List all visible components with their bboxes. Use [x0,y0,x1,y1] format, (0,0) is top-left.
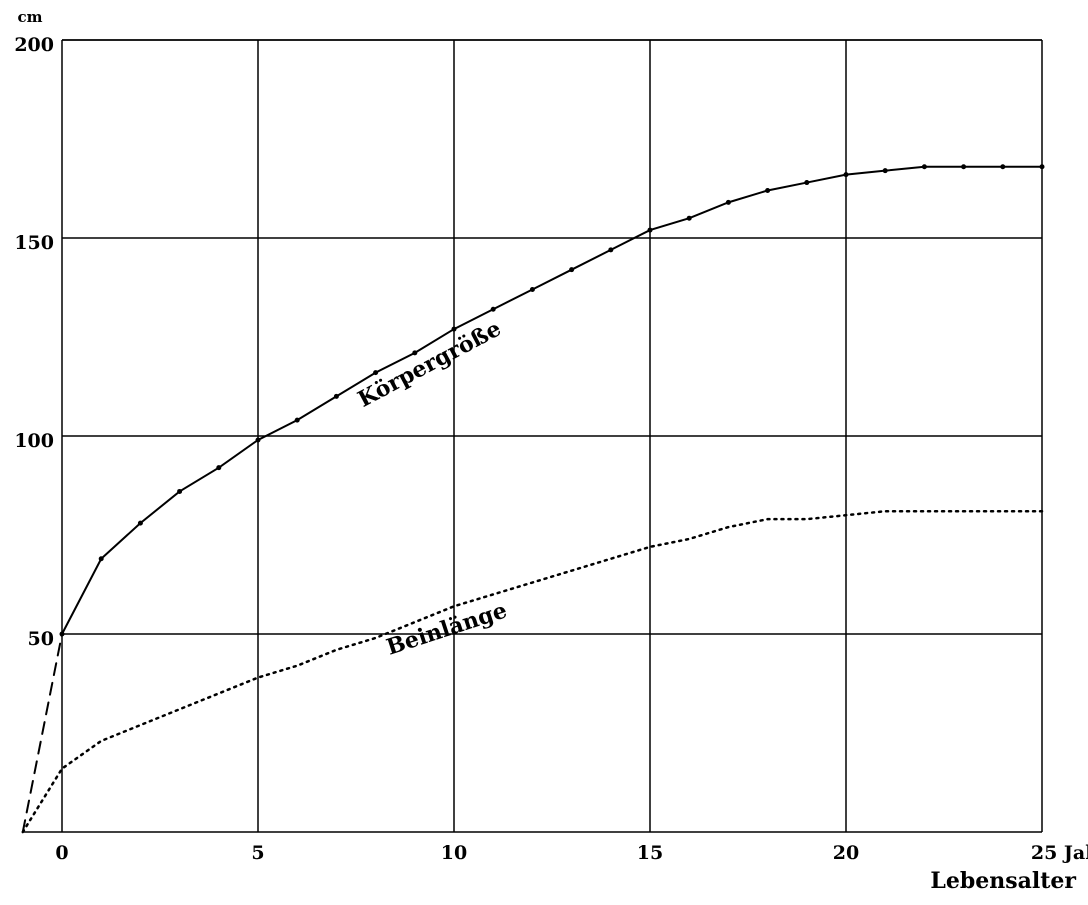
y-tick-label: 50 [28,628,54,650]
point [137,520,143,526]
point [1000,164,1006,170]
point [373,370,379,376]
line [61,165,1043,635]
x-tick-label: 20 [833,842,859,864]
y-tick-label: 150 [14,232,54,254]
x-tick-label: 10 [441,842,467,864]
y-axis-label: cm [17,8,42,26]
point [1039,164,1045,170]
x-tick-label: 15 [637,842,663,864]
point [529,286,535,292]
point [412,350,418,356]
series-label: Körpergröße [354,315,506,412]
point [725,199,731,205]
point [961,164,967,170]
series-label: Beinlänge [383,597,510,660]
x-tick-label: 0 [55,842,68,864]
point [177,488,183,494]
point [451,326,457,332]
line [21,509,1044,834]
point [255,437,261,443]
point [843,172,849,178]
line [21,633,63,833]
point [686,215,692,221]
point [647,227,653,233]
point [98,556,104,562]
point [333,393,339,399]
point [294,417,300,423]
point [490,306,496,312]
y-tick-label: 100 [14,430,54,452]
point [765,187,771,193]
point [216,465,222,471]
x-axis-label: Lebensalter [930,868,1076,894]
point [608,247,614,253]
y-tick-label: 200 [14,34,54,56]
x-tick-label: 25 Jahre [1031,842,1088,864]
point [882,168,888,174]
point [921,164,927,170]
point [569,267,575,273]
x-tick-label: 5 [251,842,264,864]
point [804,180,810,186]
